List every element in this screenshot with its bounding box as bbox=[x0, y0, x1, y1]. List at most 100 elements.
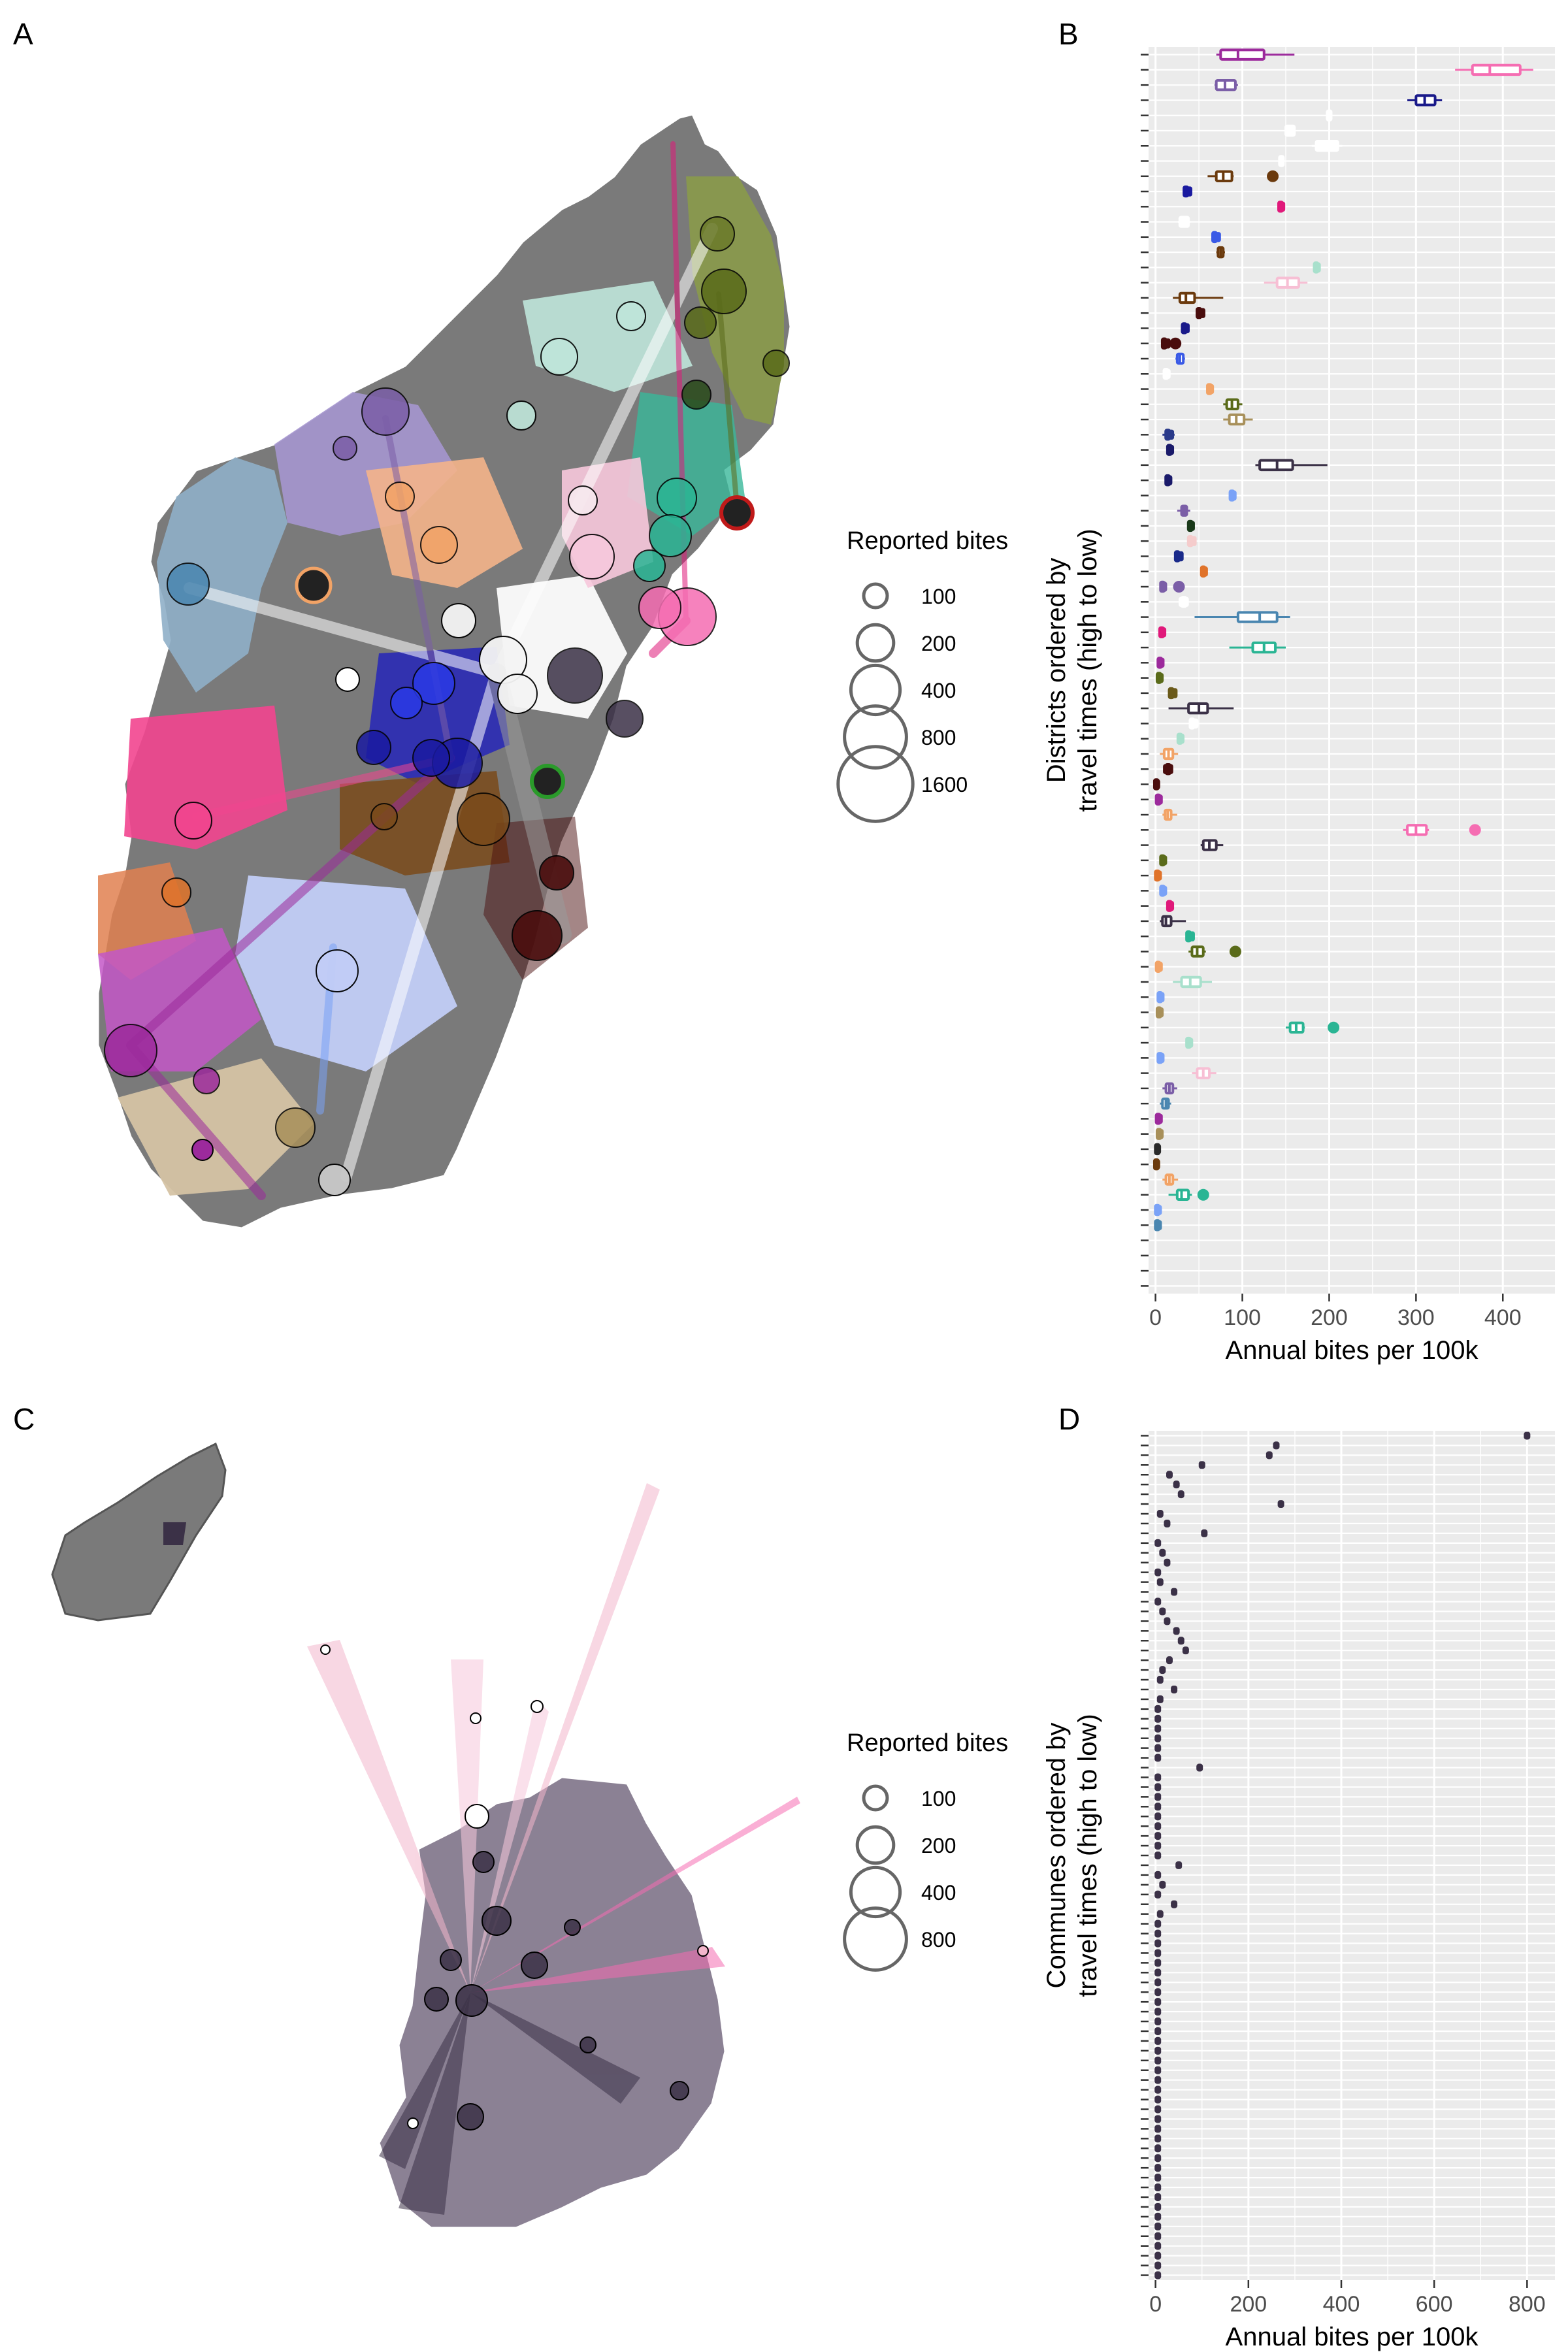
box-point bbox=[1154, 2095, 1162, 2104]
box-outlier bbox=[1469, 824, 1481, 836]
box-point bbox=[1154, 1803, 1162, 1811]
box-point bbox=[1154, 2183, 1162, 2192]
legend-circle bbox=[843, 1906, 908, 1972]
legend-label: 200 bbox=[921, 1834, 956, 1857]
box-point bbox=[1154, 2242, 1162, 2250]
x-tick-label: 400 bbox=[1484, 1305, 1522, 1330]
box-point bbox=[1159, 1666, 1166, 1674]
box-point bbox=[1154, 2085, 1162, 2094]
box-point bbox=[1154, 2193, 1162, 2201]
box-point bbox=[1196, 1763, 1203, 1772]
box-rect-narrow bbox=[1181, 323, 1190, 334]
box-rect-narrow bbox=[1154, 1205, 1162, 1215]
box-rect-narrow bbox=[1277, 201, 1286, 212]
box-point bbox=[1154, 1724, 1162, 1733]
x-axis-label: Annual bites per 100k bbox=[1226, 1336, 1479, 1365]
box-point bbox=[1154, 2076, 1162, 2084]
box-point bbox=[1154, 1919, 1162, 1928]
box-rect-narrow bbox=[1166, 444, 1175, 455]
box-rect-narrow bbox=[1187, 536, 1197, 546]
box-point bbox=[1198, 1461, 1205, 1469]
box-point bbox=[1175, 1861, 1183, 1869]
legend-label: 400 bbox=[921, 679, 956, 702]
y-axis-label: travel times (high to low) bbox=[1073, 1714, 1102, 1997]
x-tick-label: 200 bbox=[1311, 1305, 1348, 1330]
box-point bbox=[1156, 1676, 1164, 1684]
legend-title: Reported bites bbox=[847, 527, 1008, 555]
y-axis-label: Districts ordered by bbox=[1042, 558, 1071, 783]
chart-d-commune-boxplots: 0 200 400 600 800 Annual bites per 100k Commun… bbox=[1042, 1431, 1555, 2351]
box-point bbox=[1154, 1939, 1162, 1948]
district-map-a bbox=[97, 113, 792, 1230]
legend-circle bbox=[855, 1825, 896, 1865]
box-point bbox=[1154, 1959, 1162, 1967]
box-rect-narrow bbox=[1161, 338, 1171, 349]
box-outlier bbox=[1169, 337, 1182, 350]
legend-circle bbox=[836, 745, 915, 823]
box-rect bbox=[1219, 48, 1266, 61]
box-point bbox=[1154, 2174, 1162, 2182]
box-point bbox=[1159, 1880, 1166, 1889]
box-point bbox=[1154, 2125, 1162, 2133]
box-point bbox=[1154, 1870, 1162, 1879]
box-point bbox=[1177, 1637, 1184, 1645]
box-point bbox=[1173, 1627, 1180, 1635]
box-point bbox=[1154, 2008, 1162, 2016]
box-point bbox=[1154, 2105, 1162, 2114]
box-point bbox=[1154, 2036, 1162, 2045]
box-point bbox=[1154, 1822, 1162, 1831]
region-patch bbox=[124, 706, 287, 849]
box-outlier bbox=[1197, 1188, 1209, 1201]
box-point bbox=[1173, 1480, 1180, 1489]
box-point bbox=[1154, 1597, 1162, 1606]
box-point bbox=[1159, 1548, 1166, 1557]
box-rect-narrow bbox=[1155, 1113, 1163, 1124]
box-point bbox=[1154, 1539, 1162, 1547]
box-rect-narrow bbox=[1206, 384, 1215, 395]
box-point bbox=[1154, 1998, 1162, 2006]
legend-reported-bites-top: Reported bites 100 200 400 800 1600 bbox=[836, 527, 1008, 823]
box-point bbox=[1154, 1793, 1162, 1801]
box-point bbox=[1154, 1783, 1162, 1791]
legend-label: 100 bbox=[921, 585, 956, 608]
box-rect-narrow bbox=[1174, 551, 1184, 562]
region-patch bbox=[340, 771, 510, 875]
box-rect-narrow bbox=[1326, 110, 1332, 121]
box-rect-narrow bbox=[1159, 581, 1168, 592]
box-rect-narrow bbox=[1156, 992, 1165, 1002]
box-rect-narrow bbox=[1156, 1053, 1165, 1064]
box-point bbox=[1171, 1588, 1178, 1596]
box-point bbox=[1154, 1812, 1162, 1821]
legend-circle bbox=[862, 582, 889, 610]
box-rect-narrow bbox=[1166, 900, 1175, 911]
legend-label: 800 bbox=[921, 726, 956, 749]
box-point bbox=[1177, 1490, 1184, 1499]
box-point bbox=[1154, 2261, 1162, 2270]
box-rect-narrow bbox=[1187, 521, 1195, 531]
box-point bbox=[1154, 1714, 1162, 1723]
legend-circle bbox=[843, 704, 908, 770]
box-point bbox=[1154, 2144, 1162, 2153]
box-rect-narrow bbox=[1200, 566, 1208, 577]
region-patch bbox=[627, 392, 745, 536]
box-point bbox=[1154, 2251, 1162, 2260]
box-rect-narrow bbox=[1156, 1128, 1164, 1139]
box-point bbox=[1154, 1734, 1162, 1742]
box-point bbox=[1154, 1832, 1162, 1840]
legend-circle bbox=[862, 1784, 889, 1812]
box-point bbox=[1166, 1656, 1173, 1665]
box-rect bbox=[1236, 611, 1279, 623]
box-rect-narrow bbox=[1177, 733, 1185, 744]
legend-label: 400 bbox=[921, 1881, 956, 1904]
box-point bbox=[1154, 2232, 1162, 2240]
box-rect-narrow bbox=[1158, 627, 1167, 638]
box-point bbox=[1164, 1617, 1171, 1625]
box-point bbox=[1154, 2271, 1162, 2279]
box-point bbox=[1166, 1471, 1173, 1479]
box-rect-narrow bbox=[1159, 855, 1168, 866]
x-tick-label: 0 bbox=[1149, 2292, 1162, 2317]
box-rect-narrow bbox=[1164, 475, 1173, 485]
box-point bbox=[1154, 2115, 1162, 2123]
box-rect-narrow bbox=[1168, 688, 1178, 698]
